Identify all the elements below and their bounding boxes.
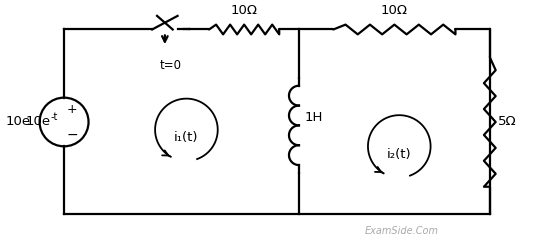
Text: ExamSide.Com: ExamSide.Com	[365, 226, 439, 236]
Text: -t: -t	[50, 112, 58, 122]
Text: 5Ω: 5Ω	[497, 116, 517, 128]
Text: 10e: 10e	[25, 116, 50, 128]
Text: 10Ω: 10Ω	[381, 4, 408, 17]
Text: 10e: 10e	[5, 116, 31, 128]
Text: i₂(t): i₂(t)	[387, 148, 412, 161]
Text: 10Ω: 10Ω	[230, 4, 258, 17]
Text: +: +	[67, 103, 77, 116]
Text: −: −	[66, 128, 78, 142]
Text: 1H: 1H	[305, 111, 323, 124]
Text: t=0: t=0	[160, 59, 182, 72]
Text: i₁(t): i₁(t)	[174, 131, 199, 144]
